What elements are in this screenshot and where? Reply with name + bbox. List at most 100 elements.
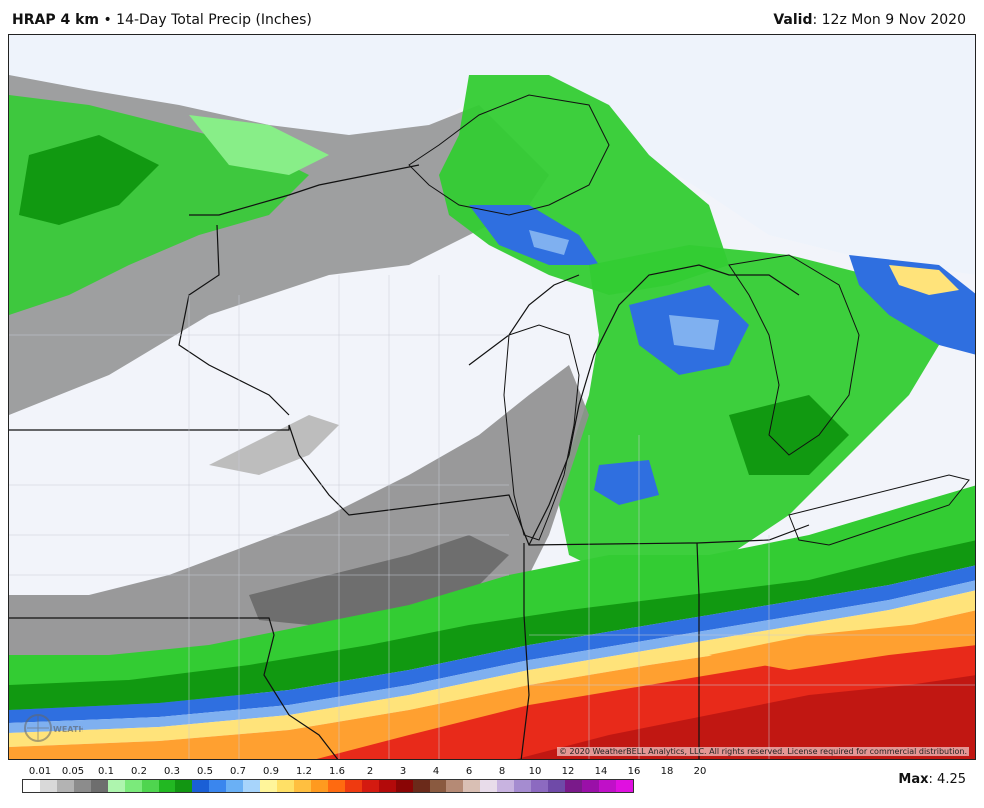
precip-blue-sw-michigan bbox=[594, 460, 659, 505]
legend-swatch bbox=[344, 780, 362, 792]
precip-yellow-ontario bbox=[889, 265, 959, 295]
legend-swatch bbox=[395, 780, 413, 792]
legend-swatch bbox=[294, 780, 311, 792]
precip-orange-ohio bbox=[709, 620, 975, 670]
legend-swatch bbox=[141, 780, 159, 792]
legend-label: 1.2 bbox=[296, 766, 312, 777]
legend-swatch bbox=[565, 780, 582, 792]
svg-text:WEATHERBELL: WEATHERBELL bbox=[53, 725, 83, 734]
precip-blue-light-superior bbox=[529, 230, 569, 255]
legend-swatch bbox=[598, 780, 616, 792]
legend-label: 18 bbox=[660, 766, 674, 777]
border-mn-ontario bbox=[189, 164, 420, 216]
legend-label: 0.05 bbox=[61, 766, 85, 777]
lake-outlines bbox=[408, 94, 970, 546]
legend-label: 3 bbox=[399, 766, 407, 777]
max-label-text: Max bbox=[898, 772, 929, 787]
legend-swatch bbox=[548, 780, 565, 792]
model-name: HRAP 4 km bbox=[12, 12, 99, 28]
legend-swatch bbox=[615, 780, 633, 792]
legend-swatch bbox=[514, 780, 532, 792]
legend-swatch bbox=[73, 780, 91, 792]
legend-label: 4 bbox=[432, 766, 440, 777]
legend-swatch bbox=[310, 780, 328, 792]
precip-gray-light-iowa bbox=[209, 415, 339, 475]
legend-label: 20 bbox=[693, 766, 707, 777]
lake-superior-outline bbox=[408, 94, 610, 216]
legend-label: 0.1 bbox=[98, 766, 114, 777]
legend-swatch bbox=[480, 780, 498, 792]
legend-swatch bbox=[497, 780, 515, 792]
legend-swatch bbox=[260, 780, 278, 792]
legend-labels: 0.01 0.05 0.1 0.2 0.3 0.5 0.7 0.9 1.2 1.6 2 3 4 6 8 10 1… bbox=[20, 766, 720, 778]
legend-swatch bbox=[429, 780, 447, 792]
legend-label: 6 bbox=[465, 766, 473, 777]
precip-red-dark-band bbox=[516, 675, 975, 759]
border-wi-upper-mi bbox=[468, 274, 580, 366]
precip-map-svg bbox=[9, 35, 975, 759]
legend-label: 1.6 bbox=[329, 766, 345, 777]
legend-swatch bbox=[327, 780, 345, 792]
precip-blue-light-michigan bbox=[669, 315, 719, 350]
legend-swatch bbox=[378, 780, 396, 792]
legend-swatch bbox=[463, 780, 481, 792]
precip-yellow-band bbox=[9, 590, 975, 747]
legend-label: 0.01 bbox=[28, 766, 52, 777]
legend-swatch bbox=[158, 780, 176, 792]
legend-swatch bbox=[124, 780, 142, 792]
legend-swatch bbox=[23, 780, 40, 792]
legend-label: 0.9 bbox=[263, 766, 279, 777]
legend-swatch bbox=[39, 780, 57, 792]
legend-swatch bbox=[581, 780, 599, 792]
max-value: Max: 4.25 bbox=[898, 772, 966, 787]
legend-swatch bbox=[531, 780, 549, 792]
border-il-in bbox=[520, 543, 530, 759]
lake-erie-outline bbox=[788, 474, 970, 546]
legend-swatch bbox=[243, 780, 261, 792]
legend-label: 8 bbox=[498, 766, 506, 777]
logo-globe-icon: WEATHERBELL bbox=[24, 714, 83, 742]
legend-colorbar bbox=[22, 779, 634, 793]
valid-label: Valid bbox=[773, 12, 813, 28]
legend-swatch bbox=[209, 780, 227, 792]
legend-swatch bbox=[412, 780, 430, 792]
legend-swatch bbox=[192, 780, 210, 792]
precip-green-dark-michigan bbox=[729, 395, 849, 475]
legend-swatch bbox=[446, 780, 464, 792]
precip-green-south bbox=[9, 485, 975, 715]
map-title: HRAP 4 km • 14-Day Total Precip (Inches) bbox=[12, 12, 312, 28]
precip-green-dark-nw bbox=[19, 135, 159, 225]
copyright-notice: © 2020 WeatherBELL Analytics, LLC. All r… bbox=[557, 747, 969, 756]
legend-label: 14 bbox=[594, 766, 608, 777]
header: HRAP 4 km • 14-Day Total Precip (Inches)… bbox=[0, 0, 984, 34]
legend-swatch bbox=[277, 780, 294, 792]
legend-label: 0.7 bbox=[230, 766, 246, 777]
border-ia-mo bbox=[9, 617, 339, 759]
weatherbell-logo: WEATHERBELL bbox=[23, 713, 83, 743]
legend-swatch bbox=[107, 780, 125, 792]
legend-label: 10 bbox=[528, 766, 542, 777]
legend-swatch bbox=[90, 780, 108, 792]
legend-label: 12 bbox=[561, 766, 575, 777]
legend-swatch bbox=[56, 780, 74, 792]
legend-label: 2 bbox=[366, 766, 374, 777]
precip-map[interactable]: WEATHERBELL © 2020 WeatherBELL Analytics… bbox=[8, 34, 976, 760]
valid-time: Valid: 12z Mon 9 Nov 2020 bbox=[773, 12, 966, 28]
valid-value: : 12z Mon 9 Nov 2020 bbox=[812, 12, 966, 28]
max-value-text: : 4.25 bbox=[928, 772, 966, 787]
legend-label: 0.5 bbox=[197, 766, 213, 777]
border-lake-michigan-east bbox=[528, 264, 800, 546]
lake-huron-outline bbox=[728, 254, 860, 456]
title-separator: • bbox=[103, 12, 112, 28]
legend-label: 0.2 bbox=[131, 766, 147, 777]
lake-michigan-outline bbox=[503, 324, 580, 541]
precip-gray-dark-central bbox=[249, 535, 509, 625]
legend-label: 0.3 bbox=[164, 766, 180, 777]
product-name: 14-Day Total Precip (Inches) bbox=[116, 12, 312, 28]
precip-green-light-nw bbox=[189, 115, 329, 175]
border-in-oh bbox=[696, 542, 700, 759]
border-mn-wi bbox=[178, 224, 290, 416]
precip-green-dark-south bbox=[9, 540, 975, 710]
legend-label: 16 bbox=[627, 766, 641, 777]
legend-swatch bbox=[175, 780, 193, 792]
